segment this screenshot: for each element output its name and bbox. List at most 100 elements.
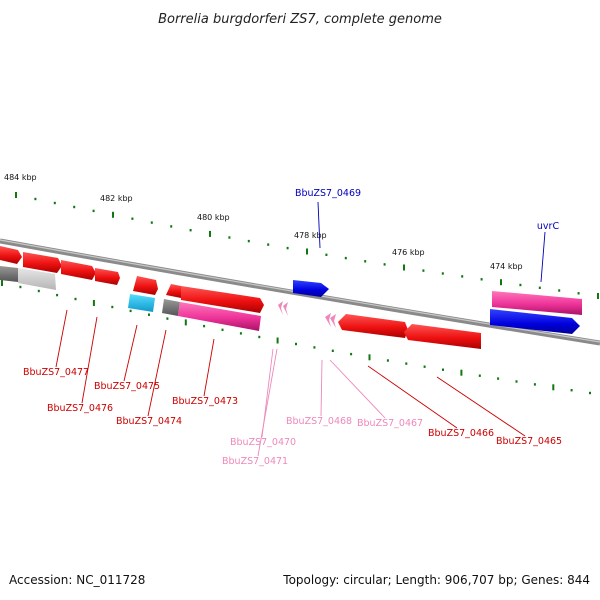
tick-mark [500,279,502,286]
label-bbuzs7-0466: BbuZS7_0466 [428,428,494,439]
label-bbuzs7-0477: BbuZS7_0477 [23,367,89,378]
gene-cyan[interactable] [128,294,155,312]
tick-mark [228,236,231,239]
label-bbuzs7-0468: BbuZS7_0468 [286,416,352,427]
tick-mark [131,217,134,220]
tick-mark [460,369,463,376]
tick-mark [239,332,242,335]
tick-mark [189,229,192,232]
tick-mark [350,352,353,356]
tick-mark [519,283,522,287]
tick-mark [74,297,77,301]
gene-0473-rna[interactable] [178,302,261,331]
tick-mark [577,292,580,295]
tick-mark [403,264,405,271]
tick-mark [515,380,518,383]
tick-mark [441,272,444,275]
tick-mark [478,374,481,377]
gene-gray-left[interactable] [0,266,18,282]
gene-uvrC-rna[interactable] [492,291,582,315]
tick-mark [129,309,132,313]
kbp-label-484: 484 kbp [4,173,37,182]
tick-mark [364,260,367,263]
tick-mark [589,391,591,395]
tick-mark [56,293,59,297]
leader-lines [55,201,546,457]
label-bbuzs7-0475: BbuZS7_0475 [94,381,160,392]
gene-0473[interactable] [181,286,264,313]
tick-mark [111,305,114,309]
tick-mark [442,368,444,371]
label-uvrc: uvrC [537,221,560,232]
tick-mark [286,246,289,250]
label-bbuzs7-0470: BbuZS7_0470 [230,437,296,448]
gene-0477[interactable] [0,246,120,285]
tick-mark [184,319,187,326]
gene-0466[interactable] [338,314,408,338]
tick-mark [258,335,261,339]
tick-mark [276,337,279,344]
tick-mark [368,354,371,361]
tick-mark [166,317,169,320]
tick-mark [383,263,386,266]
tick-mark [313,346,316,349]
tick-mark [497,377,500,380]
tick-mark [538,286,541,289]
tick-row-outer [15,192,599,299]
tick-mark [247,239,250,243]
label-bbuzs7-0471: BbuZS7_0471 [222,456,288,467]
tick-mark [1,280,3,286]
tick-mark [386,359,389,362]
tick-mark [19,285,22,289]
tick-mark [170,225,173,228]
gene-0468-0467[interactable] [325,313,336,328]
gene-0470-0471[interactable] [278,301,288,316]
tick-mark [306,248,308,255]
gene-0465[interactable] [404,324,481,349]
gene-0474[interactable] [166,284,181,298]
tick-mark [15,192,17,198]
tick-mark [92,209,95,213]
tick-mark [423,365,426,368]
tick-mark [295,342,297,346]
gene-light-left[interactable] [18,268,56,290]
tick-mark [552,384,555,391]
kbp-label-482: 482 kbp [100,194,133,203]
label-bbuzs7-0476: BbuZS7_0476 [47,403,113,414]
tick-mark [570,389,573,392]
tick-mark [150,221,153,224]
tick-mark [148,313,150,316]
gene-0469[interactable] [293,280,329,297]
tick-mark [422,269,425,272]
gene-uvrC[interactable] [490,309,580,334]
tick-mark [34,197,37,201]
gene-gray[interactable] [162,299,180,316]
kbp-label-480: 480 kbp [197,213,230,222]
tick-mark [533,383,536,386]
tick-mark [405,362,408,365]
tick-mark [461,275,464,278]
tick-mark [558,289,561,292]
kbp-label-476: 476 kbp [392,248,425,257]
tick-mark [112,211,114,218]
label-bbuzs7-0474: BbuZS7_0474 [116,416,182,427]
tick-row-inner [1,280,591,395]
tick-mark [73,205,76,209]
label-bbuzs7-0469: BbuZS7_0469 [295,188,361,199]
gene-0475[interactable] [133,276,158,295]
tick-mark [221,328,224,331]
label-bbuzs7-0467: BbuZS7_0467 [357,418,423,429]
tick-mark [92,300,95,306]
tick-mark [209,230,211,237]
tick-mark [325,253,328,256]
label-bbuzs7-0473: BbuZS7_0473 [172,396,238,407]
tick-mark [480,278,483,281]
accession-text: Accession: NC_011728 [9,573,146,587]
kbp-label-474: 474 kbp [490,262,523,271]
tick-mark [331,349,334,352]
tick-mark [37,289,40,293]
label-bbuzs7-0465: BbuZS7_0465 [496,436,562,447]
map-title: Borrelia burgdorferi ZS7, complete genom… [158,12,442,27]
topology-summary: Topology: circular; Length: 906,707 bp; … [283,573,590,587]
